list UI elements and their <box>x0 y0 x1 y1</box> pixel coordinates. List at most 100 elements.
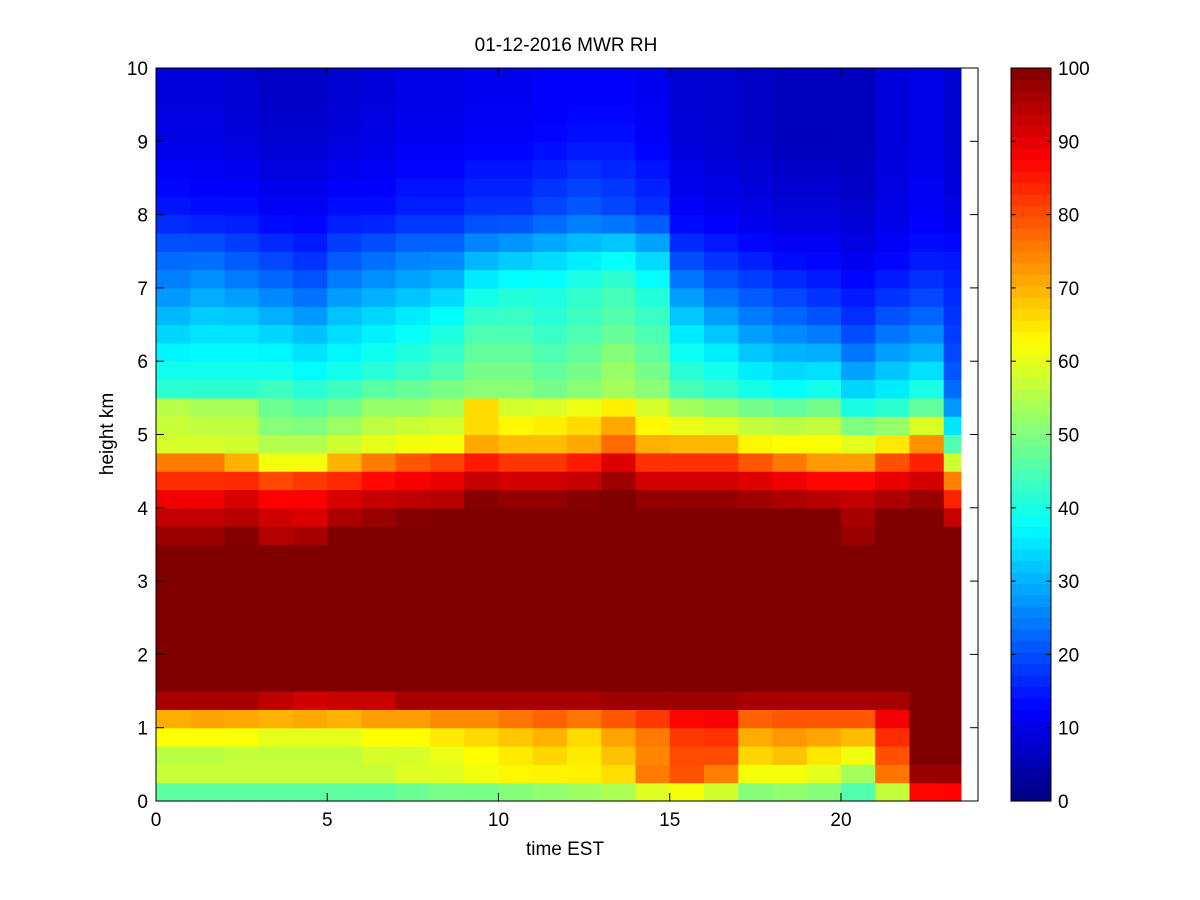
heatmap-cell <box>738 617 774 637</box>
heatmap-cell <box>841 214 876 234</box>
heatmap-cell <box>430 324 465 344</box>
heatmap-cell <box>532 471 568 491</box>
heatmap-cell <box>190 471 226 491</box>
heatmap-cell <box>704 86 739 106</box>
heatmap-cell <box>532 251 568 271</box>
heatmap-cell <box>601 691 637 710</box>
heatmap-cell <box>567 507 602 527</box>
heatmap-cell <box>635 452 671 472</box>
heatmap-cell <box>190 251 226 271</box>
heatmap-cell <box>806 416 842 436</box>
heatmap-cell <box>430 177 465 197</box>
heatmap-cell <box>943 709 962 729</box>
heatmap-cell <box>806 654 842 674</box>
heatmap-cell <box>601 232 637 252</box>
heatmap-cell <box>738 691 774 710</box>
heatmap-cell <box>669 782 705 802</box>
heatmap-cell <box>669 746 705 765</box>
heatmap-cell <box>327 196 363 216</box>
heatmap-cell <box>293 397 328 417</box>
heatmap-cell <box>224 397 260 417</box>
heatmap-cell <box>772 727 808 747</box>
heatmap-cell <box>430 416 465 436</box>
heatmap-cell <box>258 214 294 234</box>
heatmap-cell <box>156 324 191 344</box>
colorbar-swatch <box>1011 571 1051 584</box>
heatmap-cell <box>498 636 534 655</box>
heatmap-cell <box>601 507 637 527</box>
heatmap-cell <box>669 232 705 252</box>
heatmap-cell <box>601 636 637 655</box>
heatmap-cell <box>772 324 808 344</box>
colorbar-swatch <box>1011 640 1051 653</box>
heatmap-cell <box>258 709 294 729</box>
heatmap-cell <box>361 617 397 637</box>
heatmap-cell <box>532 782 568 802</box>
heatmap-cell <box>327 86 363 106</box>
heatmap-cell <box>258 324 294 344</box>
heatmap-cell <box>567 746 602 765</box>
colorbar-tick-label: 10 <box>1058 719 1079 740</box>
heatmap-cell <box>909 691 945 710</box>
heatmap-cell <box>532 68 568 87</box>
heatmap-cell <box>841 471 876 491</box>
heatmap-cell <box>806 691 842 710</box>
heatmap-cell <box>772 379 808 399</box>
heatmap-cell <box>361 251 397 271</box>
heatmap-cell <box>669 196 705 216</box>
heatmap-cell <box>361 526 397 546</box>
heatmap-cell <box>806 104 842 124</box>
heatmap-cell <box>395 287 431 307</box>
y-tick-label: 3 <box>137 572 148 593</box>
heatmap-cell <box>430 691 465 710</box>
heatmap-cell <box>190 434 226 454</box>
heatmap-cell <box>156 636 191 655</box>
heatmap-cell <box>224 361 260 381</box>
colorbar-tick-label: 70 <box>1058 279 1079 300</box>
heatmap-cell <box>156 471 191 491</box>
heatmap-cell <box>738 471 774 491</box>
heatmap-cell <box>567 159 602 179</box>
heatmap-cell <box>567 232 602 252</box>
heatmap-cell <box>430 782 465 802</box>
heatmap-cell <box>258 617 294 637</box>
colorbar-swatch <box>1011 606 1051 619</box>
heatmap-cell <box>704 727 739 747</box>
heatmap-cell <box>532 177 568 197</box>
heatmap-cell <box>156 159 191 179</box>
heatmap-cell <box>772 746 808 765</box>
heatmap-cell <box>738 489 774 509</box>
heatmap-cell <box>806 746 842 765</box>
heatmap-cell <box>464 141 500 161</box>
heatmap-cell <box>567 526 602 546</box>
heatmap-cell <box>156 544 191 564</box>
heatmap-cell <box>875 599 911 619</box>
colorbar-swatch <box>1011 617 1051 630</box>
colorbar-tick-labels: 0 10 20 30 40 50 60 70 80 90 100 <box>1058 59 1090 813</box>
heatmap-cell <box>875 269 911 289</box>
heatmap-cell <box>430 159 465 179</box>
heatmap-cell <box>943 397 962 417</box>
colorbar-swatch <box>1011 68 1051 81</box>
heatmap-cell <box>875 122 911 142</box>
heatmap-cell <box>738 287 774 307</box>
heatmap-cell <box>498 654 534 674</box>
heatmap-cell <box>909 581 945 601</box>
heatmap-cell <box>327 397 363 417</box>
heatmap-cell <box>224 159 260 179</box>
heatmap-cell <box>669 599 705 619</box>
heatmap-cell <box>841 617 876 637</box>
heatmap-cell <box>635 379 671 399</box>
heatmap-cell <box>430 306 465 326</box>
colorbar-tick-label: 50 <box>1058 426 1079 447</box>
heatmap-cell <box>943 617 962 637</box>
heatmap-cell <box>909 214 945 234</box>
heatmap-cell <box>669 727 705 747</box>
heatmap-cell <box>327 379 363 399</box>
heatmap-cell <box>361 324 397 344</box>
heatmap-cell <box>430 526 465 546</box>
heatmap-cell <box>909 342 945 362</box>
heatmap-cell <box>464 507 500 527</box>
heatmap-cell <box>601 782 637 802</box>
y-axis-label: height km <box>97 393 118 475</box>
